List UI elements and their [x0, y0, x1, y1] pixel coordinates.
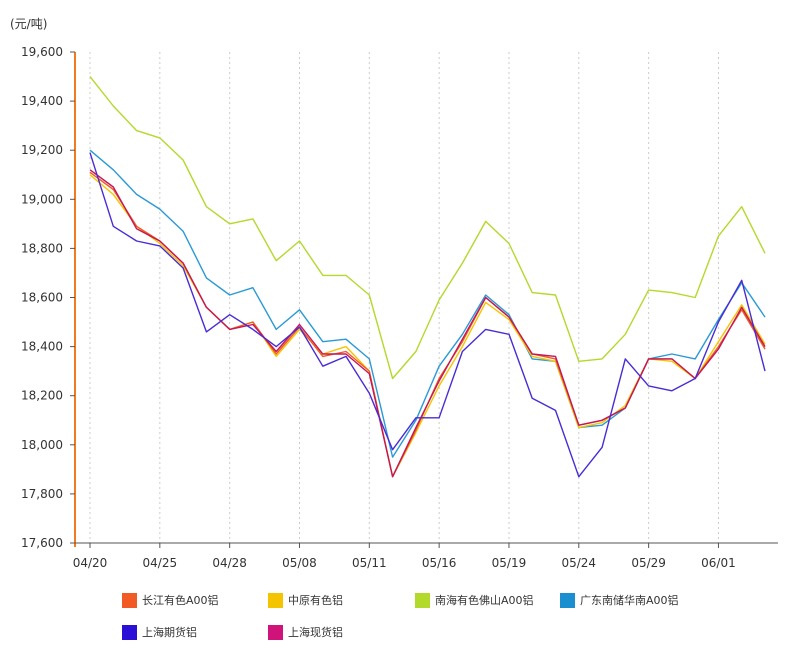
legend-item[interactable]: 长江有色A00铝	[122, 592, 219, 608]
x-tick-label: 06/01	[701, 556, 736, 570]
legend-item[interactable]: 上海现货铝	[268, 624, 343, 640]
y-tick-label: 18,000	[21, 438, 63, 452]
legend-swatch	[560, 592, 575, 608]
series-line[interactable]	[89, 152, 766, 478]
y-tick-label: 18,200	[21, 389, 63, 403]
x-tick-label: 04/25	[143, 556, 178, 570]
series-line[interactable]	[89, 169, 766, 478]
legend-label: 南海有色佛山A00铝	[435, 594, 534, 607]
legend-swatch	[268, 624, 283, 640]
x-tick-label: 04/20	[73, 556, 108, 570]
grid-lines	[89, 52, 719, 543]
legend-item[interactable]: 中原有色铝	[268, 592, 343, 608]
legend-swatch	[122, 624, 137, 640]
series-line[interactable]	[89, 149, 766, 458]
legend-item[interactable]: 广东南储华南A00铝	[560, 592, 679, 608]
legend-label: 长江有色A00铝	[142, 594, 219, 607]
y-tick-label: 18,400	[21, 340, 63, 354]
legend-swatch	[268, 592, 283, 608]
y-tick-label: 18,800	[21, 241, 63, 255]
y-axis-unit-label: (元/吨)	[10, 17, 47, 31]
legend-item[interactable]: 上海期货铝	[122, 624, 197, 640]
legend-label: 上海期货铝	[142, 626, 197, 639]
y-tick-label: 19,000	[21, 192, 63, 206]
y-tick-label: 18,600	[21, 291, 63, 305]
x-tick-label: 04/28	[212, 556, 247, 570]
series-layer	[89, 76, 766, 478]
x-tick-label: 05/16	[422, 556, 457, 570]
line-chart: (元/吨) 17,600 17,800 18,000 18,200 18,400 18,6…	[10, 17, 778, 570]
x-tick-label: 05/11	[352, 556, 387, 570]
x-tick-label: 05/19	[492, 556, 527, 570]
x-tick-label: 05/29	[631, 556, 666, 570]
legend-swatch	[415, 592, 430, 608]
legend-label: 广东南储华南A00铝	[580, 594, 679, 607]
legend-label: 中原有色铝	[288, 594, 343, 607]
x-axis: 04/20 04/25 04/28 05/08 05/11 05/16 05/19 05/24…	[73, 542, 778, 570]
legend-item[interactable]: 南海有色佛山A00铝	[415, 592, 534, 608]
y-axis: 17,600 17,800 18,000 18,200 18,400 18,600 18,8…	[21, 45, 76, 550]
y-tick-label: 19,200	[21, 143, 63, 157]
y-tick-label: 17,600	[21, 536, 63, 550]
y-tick-label: 17,800	[21, 487, 63, 501]
x-tick-label: 05/08	[282, 556, 317, 570]
x-tick-label: 05/24	[561, 556, 596, 570]
y-tick-label: 19,400	[21, 94, 63, 108]
legend-label: 上海现货铝	[288, 626, 343, 639]
y-tick-label: 19,600	[21, 45, 63, 59]
series-line[interactable]	[89, 76, 766, 380]
legend-swatch	[122, 592, 137, 608]
